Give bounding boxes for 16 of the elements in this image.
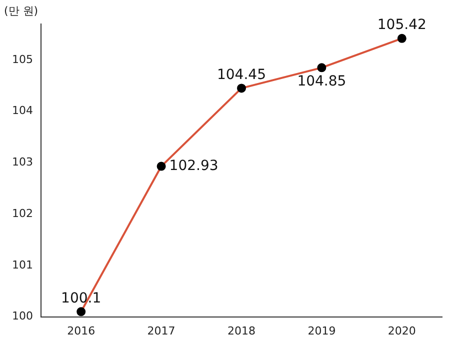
x-tick-label: 2016 [67, 324, 96, 338]
y-tick-label: 105 [12, 52, 33, 66]
x-tick-label: 2020 [388, 324, 416, 338]
y-tick-label: 102 [12, 206, 33, 220]
y-axis-title: (만 원) [4, 4, 38, 18]
x-tick-label: 2017 [147, 324, 176, 338]
y-tick-label: 100 [12, 310, 33, 323]
data-label: 104.45 [217, 66, 266, 83]
y-tick-label: 103 [12, 156, 33, 169]
y-tick-label: 101 [12, 258, 33, 272]
y-tick-label: 104 [12, 104, 33, 118]
data-label: 102.93 [169, 158, 218, 174]
data-label: 105.42 [377, 17, 426, 34]
x-tick-label: 2019 [308, 324, 336, 338]
data-label: 104.85 [297, 73, 346, 90]
x-tick-label: 2018 [228, 324, 256, 338]
